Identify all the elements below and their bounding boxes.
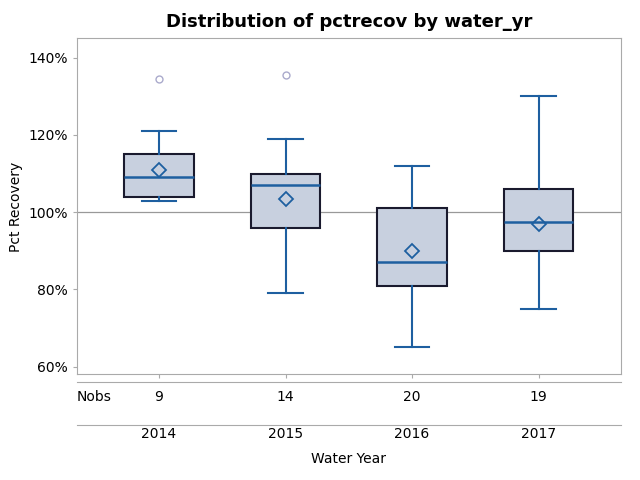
PathPatch shape [504,189,573,251]
Text: 9: 9 [155,390,163,404]
Text: 2017: 2017 [521,427,556,442]
Text: 20: 20 [403,390,421,404]
Y-axis label: Pct Recovery: Pct Recovery [9,161,22,252]
Text: 2014: 2014 [141,427,177,442]
PathPatch shape [124,154,194,197]
Text: 2016: 2016 [394,427,429,442]
Title: Distribution of pctrecov by water_yr: Distribution of pctrecov by water_yr [166,13,532,31]
PathPatch shape [377,208,447,286]
Text: Nobs: Nobs [77,390,111,404]
Text: 14: 14 [276,390,294,404]
Text: 19: 19 [530,390,547,404]
PathPatch shape [251,174,321,228]
Text: 2015: 2015 [268,427,303,442]
Text: Water Year: Water Year [311,452,387,467]
